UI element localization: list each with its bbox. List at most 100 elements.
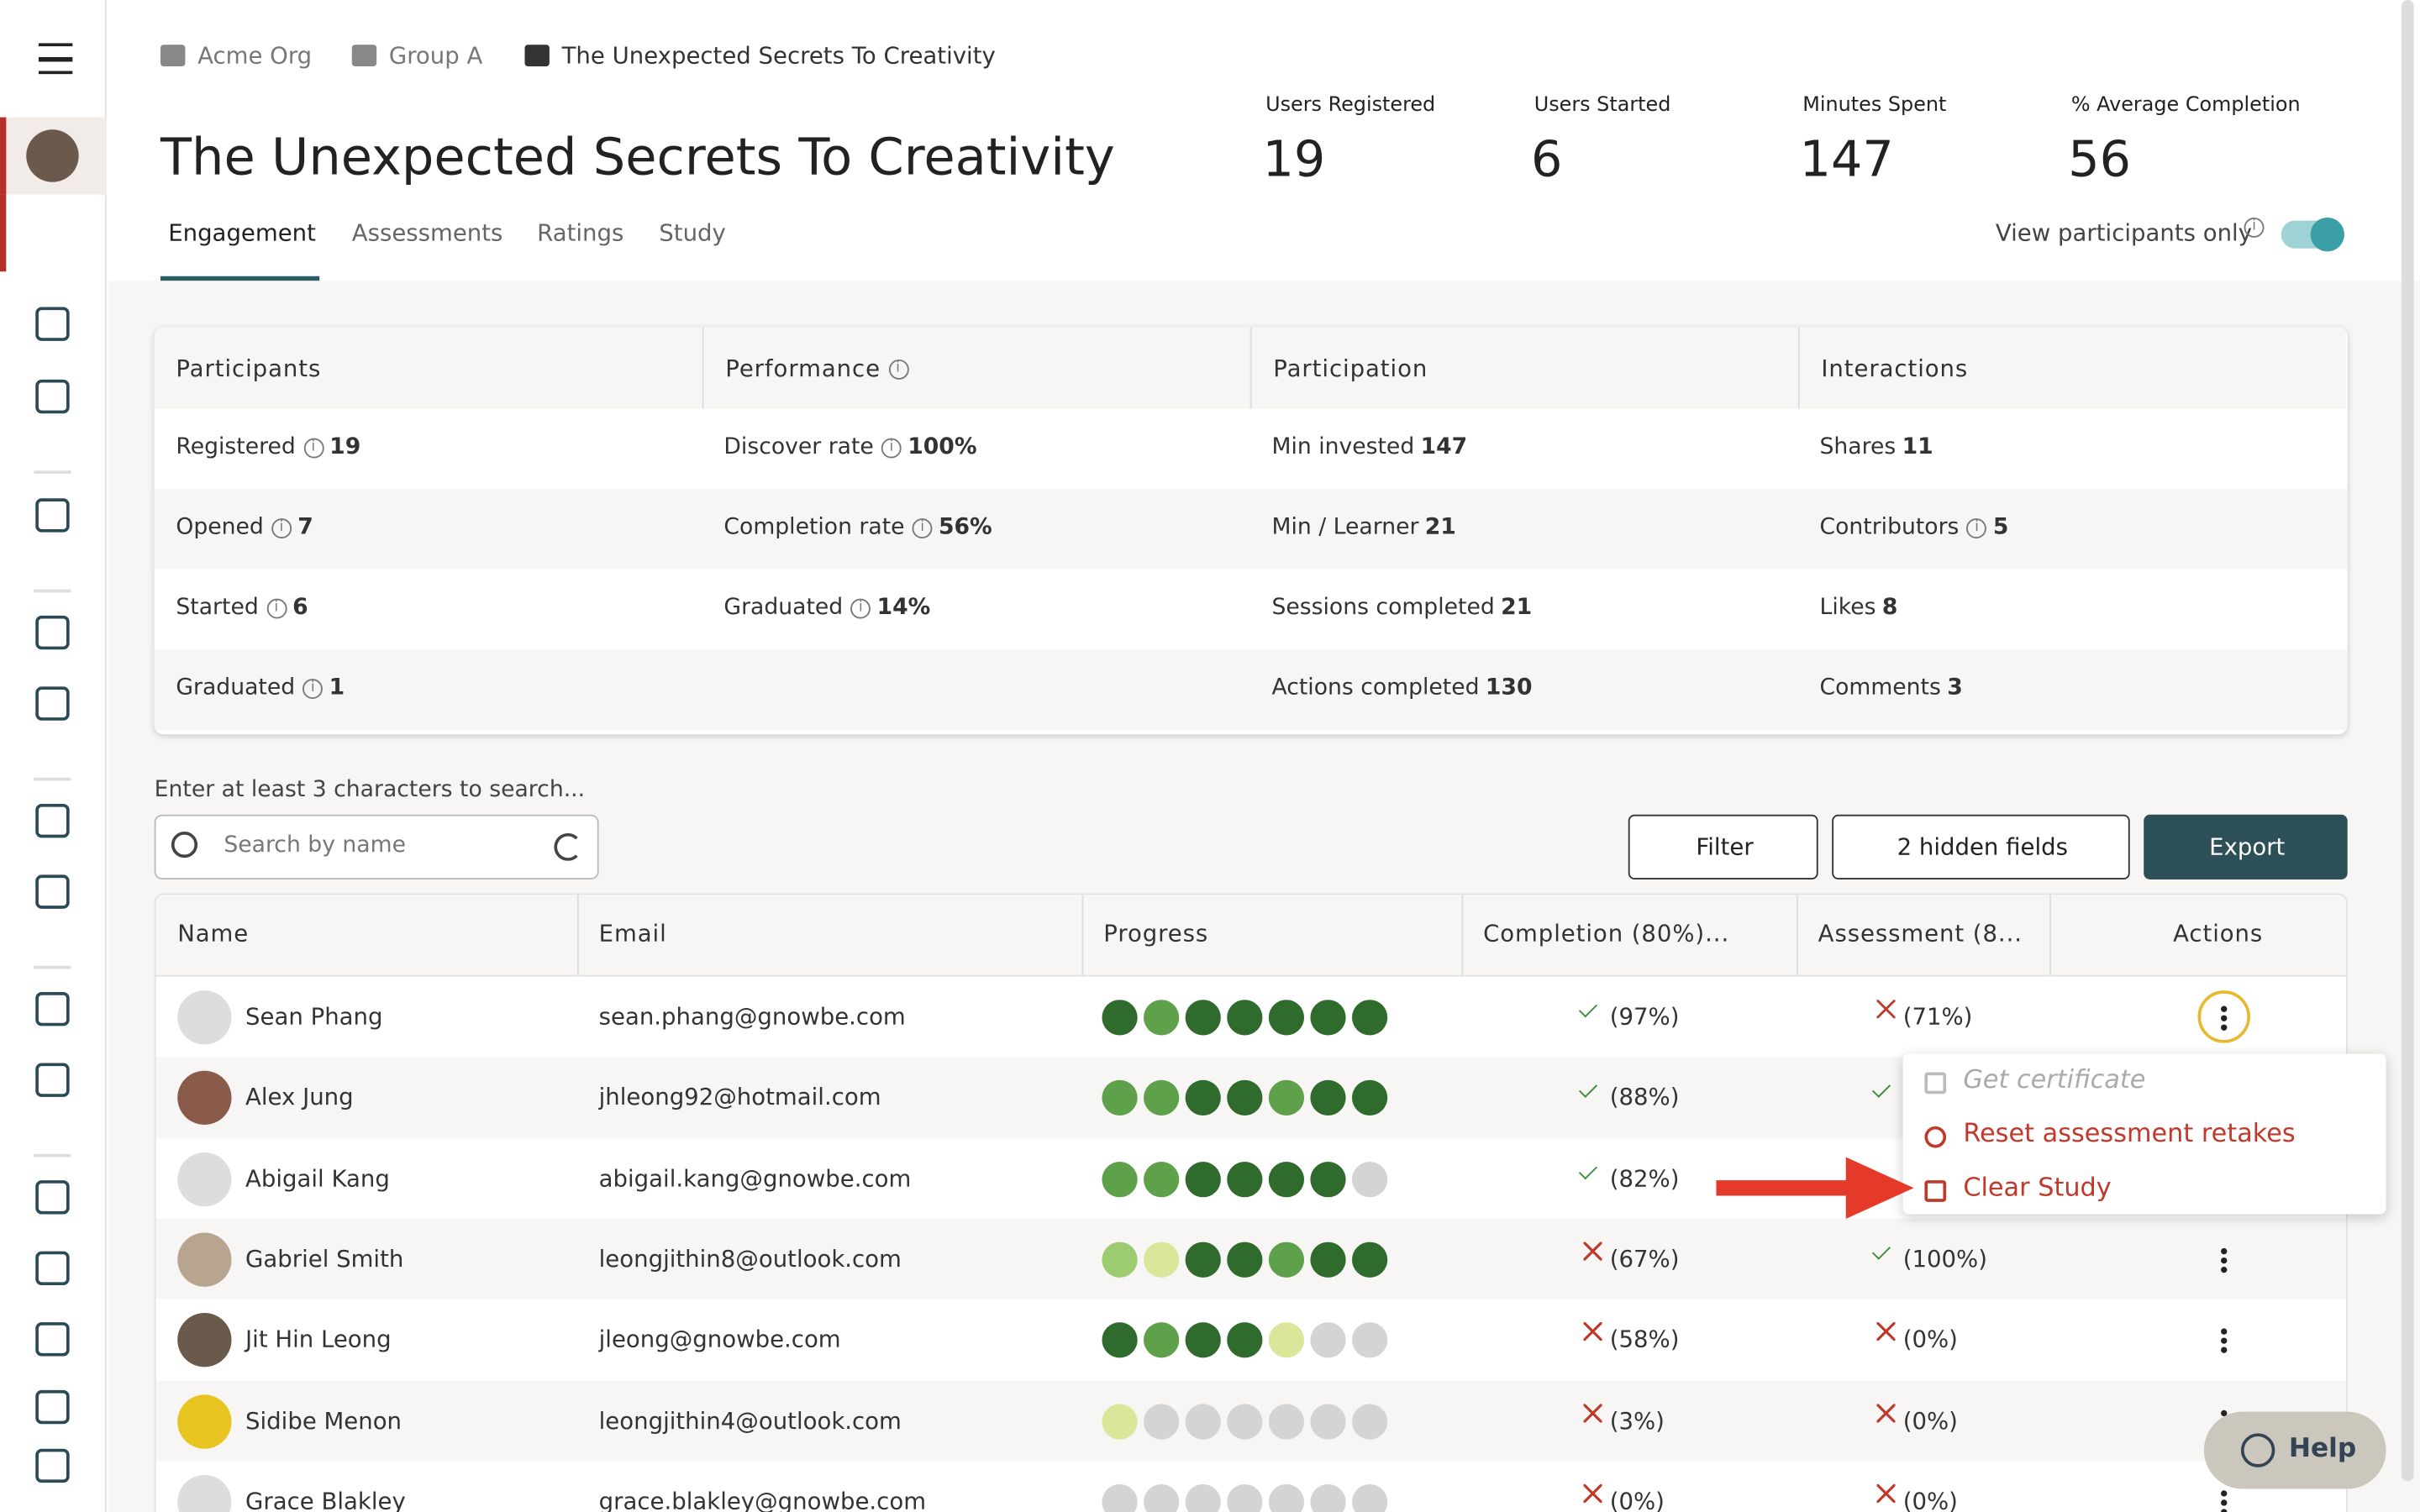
- avatar: [177, 1313, 232, 1368]
- progress-dot: [1227, 1242, 1263, 1278]
- tab[interactable]: Study: [659, 218, 726, 247]
- sidebar-icon[interactable]: [35, 615, 70, 650]
- sidebar-icon[interactable]: [35, 379, 70, 414]
- actions-dot[interactable]: [2221, 1328, 2228, 1336]
- column-header[interactable]: Name: [177, 919, 250, 948]
- info-icon: [2244, 217, 2265, 238]
- info-icon: [302, 678, 324, 699]
- sidebar-icon[interactable]: [35, 1180, 70, 1215]
- actions-dot[interactable]: [2221, 1489, 2228, 1497]
- summary-row: [154, 408, 2348, 490]
- avatar: [177, 1394, 232, 1448]
- progress-dot: [1144, 1000, 1180, 1036]
- email: jhleong92@hotmail.com: [598, 1083, 881, 1111]
- value: 19: [329, 434, 361, 460]
- search-box[interactable]: Search by name: [154, 814, 599, 879]
- label: Started: [176, 595, 259, 621]
- completion-value: (67%): [1609, 1245, 1680, 1273]
- column-divider: [1796, 895, 1798, 977]
- progress-dot: [1351, 1483, 1388, 1512]
- sidebar-icon[interactable]: [35, 1448, 70, 1483]
- progress-dot: [1185, 1403, 1221, 1439]
- button-hidden[interactable]: 2 hidden fields: [1832, 814, 2130, 879]
- cross-icon: [1583, 1403, 1602, 1422]
- help-button[interactable]: Help: [2203, 1411, 2386, 1489]
- column-header[interactable]: Completion (80%)...: [1483, 919, 1730, 948]
- button-label: Export: [2209, 832, 2286, 861]
- summary-row: [154, 649, 2348, 730]
- stat-label: % Average Completion: [2070, 94, 2301, 118]
- tab[interactable]: Assessments: [351, 218, 503, 247]
- column-header[interactable]: Progress: [1103, 919, 1209, 948]
- breadcrumb-item[interactable]: Acme Org: [197, 41, 313, 70]
- value: 56%: [938, 515, 992, 540]
- sidebar-icon[interactable]: [35, 803, 70, 838]
- actions-dot[interactable]: [2221, 1499, 2228, 1506]
- email: grace.blakley@gnowbe.com: [598, 1487, 927, 1512]
- sidebar-icon[interactable]: [35, 1389, 70, 1425]
- arrow-shaft: [1716, 1180, 1855, 1196]
- tab-underline: [160, 276, 320, 281]
- tab[interactable]: Engagement: [168, 218, 316, 247]
- progress-dot: [1227, 1403, 1263, 1439]
- sidebar-icon[interactable]: [35, 874, 70, 909]
- menu-item[interactable]: Reset assessment retakes: [1963, 1118, 2296, 1148]
- actions-button-focus[interactable]: [2197, 990, 2250, 1043]
- help-label: Help: [2288, 1433, 2357, 1465]
- user-avatar[interactable]: [26, 129, 79, 182]
- menu-toggle[interactable]: [38, 43, 73, 75]
- progress-dot: [1102, 1483, 1138, 1512]
- sidebar-icon[interactable]: [35, 992, 70, 1026]
- progress-dot: [1351, 1161, 1388, 1197]
- progress-dot: [1144, 1080, 1180, 1116]
- sidebar-icon[interactable]: [35, 1063, 70, 1097]
- breadcrumb-item[interactable]: Group A: [388, 41, 483, 70]
- breadcrumb-icon: [160, 45, 186, 66]
- column-header[interactable]: Assessment (8...: [1818, 919, 2023, 948]
- progress-dot: [1227, 1322, 1263, 1358]
- label: Graduated: [723, 595, 844, 621]
- sidebar-icon[interactable]: [35, 307, 70, 341]
- button-export[interactable]: Export: [2144, 814, 2348, 879]
- summary-cell: Shares 11: [1820, 435, 1933, 459]
- label: Graduated: [176, 675, 296, 701]
- table: Name Email Progress Completion (80%)... Asse…: [154, 893, 2348, 1512]
- actions-dot[interactable]: [2221, 1005, 2228, 1012]
- menu-toggle-mid: [38, 56, 73, 61]
- sidebar-icon[interactable]: [35, 1322, 70, 1357]
- sidebar-divider: [34, 777, 71, 781]
- progress-dot: [1185, 1483, 1221, 1512]
- actions-dot[interactable]: [2221, 1024, 2228, 1031]
- actions-dot[interactable]: [2221, 1257, 2228, 1264]
- column-header[interactable]: Email: [598, 919, 667, 948]
- assessment-value: (100%): [1902, 1245, 1987, 1273]
- progress-dot: [1268, 1242, 1305, 1278]
- actions-dot[interactable]: [2221, 1409, 2228, 1416]
- progress-dot: [1310, 1403, 1346, 1439]
- sidebar-icon[interactable]: [35, 1251, 70, 1286]
- stat-label: Minutes Spent: [1802, 94, 1947, 118]
- stat-value: 56: [2068, 129, 2132, 189]
- actions-dot[interactable]: [2221, 1266, 2228, 1273]
- progress-dot: [1144, 1322, 1180, 1358]
- button-filter[interactable]: Filter: [1628, 814, 1818, 879]
- actions-dot[interactable]: [2221, 1247, 2228, 1255]
- label: Registered: [176, 434, 296, 460]
- summary-header: Performance: [702, 327, 1250, 409]
- name: Sidibe Menon: [245, 1406, 402, 1435]
- actions-dot[interactable]: [2221, 1347, 2228, 1354]
- menu-item[interactable]: Clear Study: [1963, 1172, 2112, 1202]
- actions-dot[interactable]: [2221, 1015, 2228, 1021]
- sidebar-icon[interactable]: [35, 498, 70, 533]
- value: 21: [1501, 595, 1533, 621]
- tab[interactable]: Ratings: [537, 218, 624, 247]
- label: Shares: [1819, 434, 1897, 460]
- actions-dot[interactable]: [2221, 1508, 2228, 1512]
- value: 3: [1947, 675, 1963, 701]
- actions-dot[interactable]: [2221, 1337, 2228, 1345]
- sidebar-icon[interactable]: [35, 686, 70, 721]
- progress-dot: [1268, 1080, 1305, 1116]
- label: Contributors: [1819, 515, 1960, 540]
- value: 8: [1881, 595, 1898, 621]
- column-divider: [1081, 895, 1084, 977]
